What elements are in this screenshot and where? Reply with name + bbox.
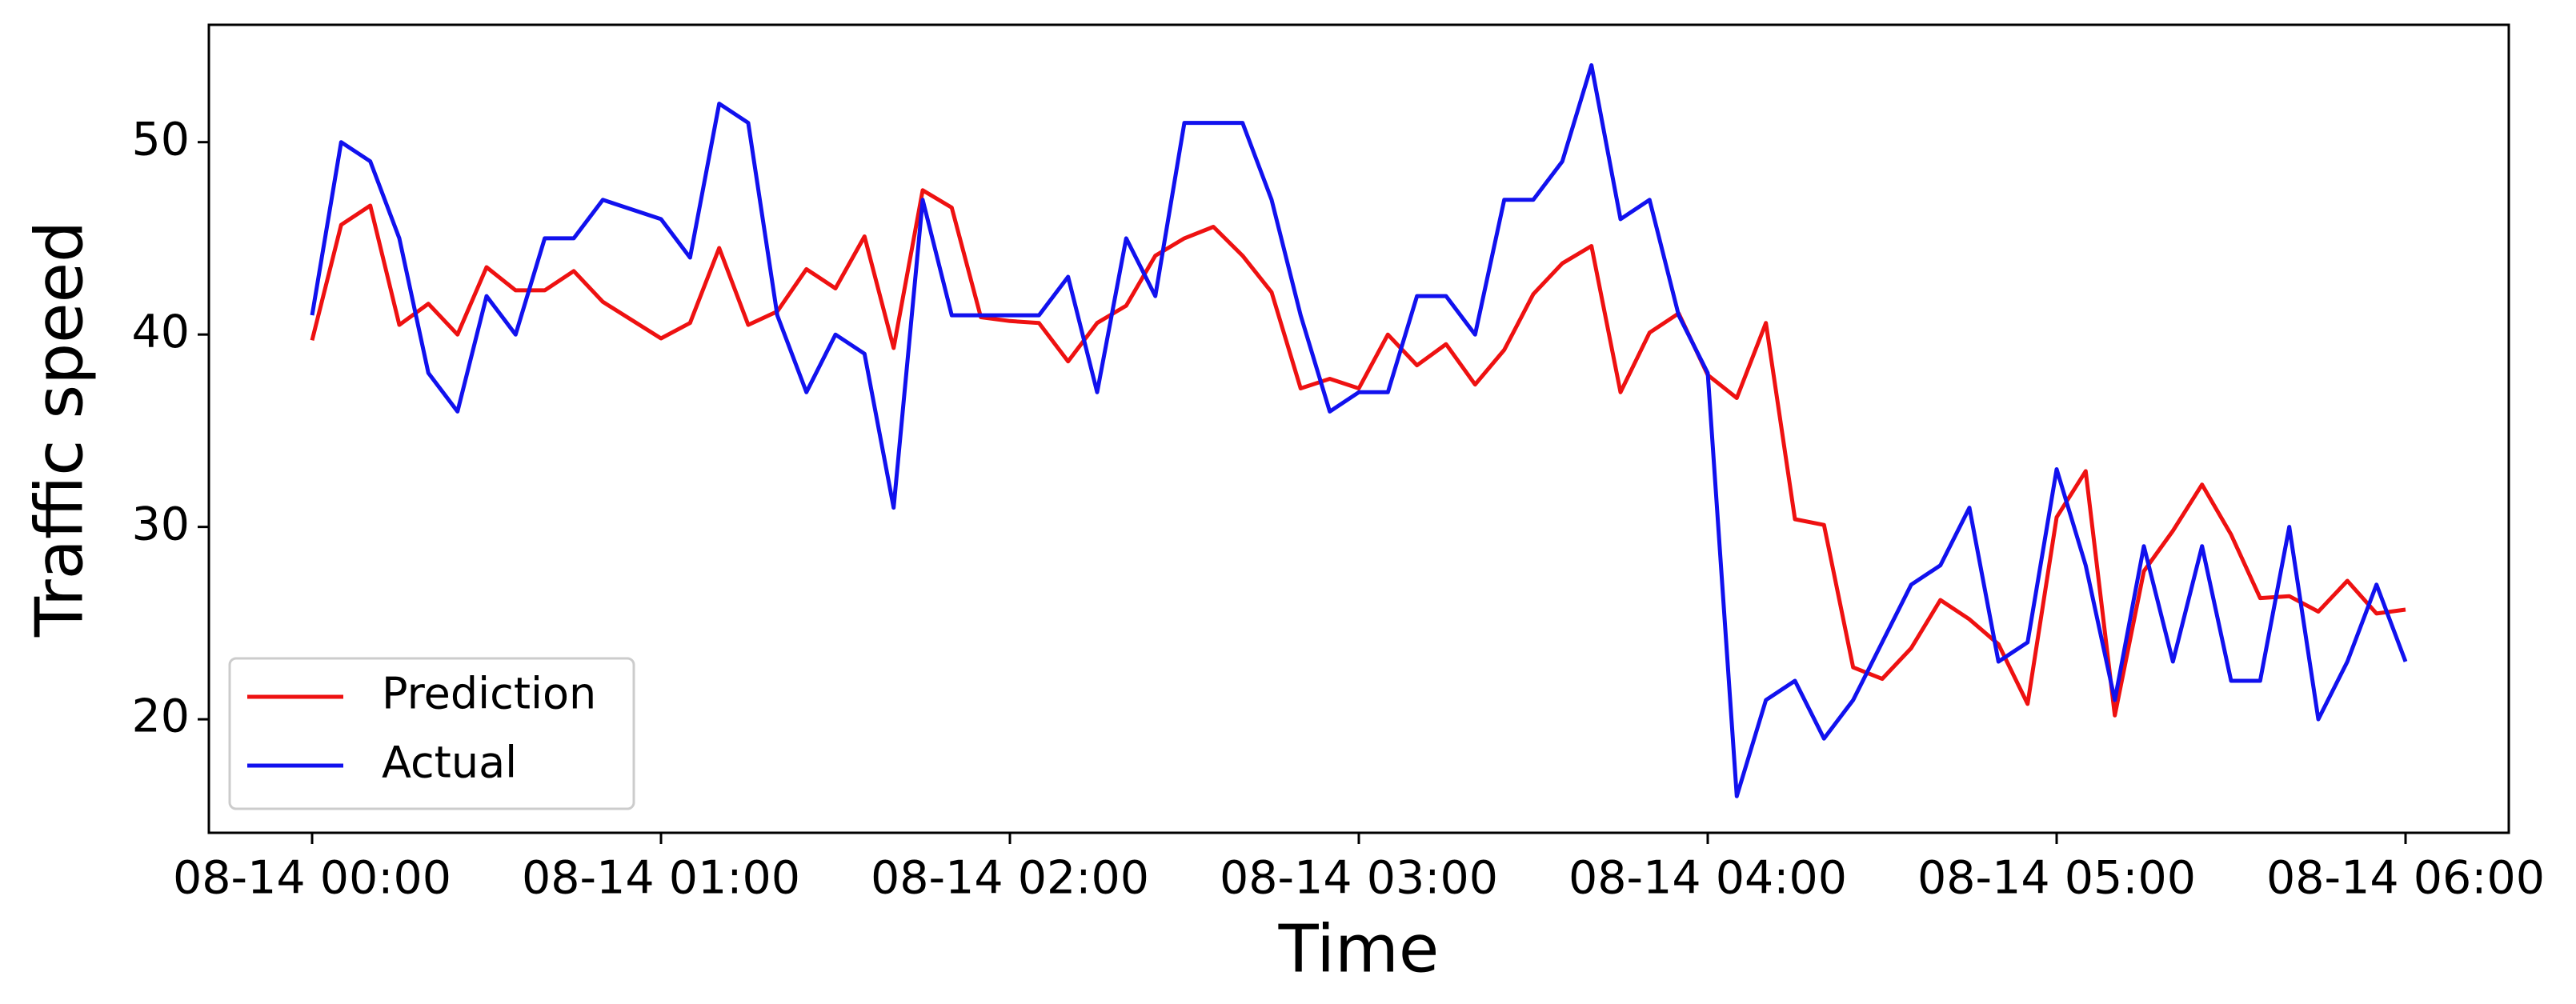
plot-frame xyxy=(207,23,2510,834)
y-tick-label: 40 xyxy=(131,306,190,358)
y-tick-label: 20 xyxy=(131,690,190,743)
legend-label: Prediction xyxy=(382,669,596,719)
y-axis-label: Traffic speed xyxy=(22,221,98,638)
legend-label: Actual xyxy=(382,738,517,788)
series-line xyxy=(310,63,2408,798)
x-tick-label: 08-14 01:00 xyxy=(522,852,800,905)
y-tick-label: 30 xyxy=(131,498,190,550)
x-tick-label: 08-14 02:00 xyxy=(871,852,1149,905)
x-axis-label: Time xyxy=(1278,911,1440,987)
y-tick-label: 50 xyxy=(131,113,190,166)
x-tick-label: 08-14 05:00 xyxy=(1917,852,2196,905)
x-tick-label: 08-14 04:00 xyxy=(1568,852,1847,905)
x-tick-label: 08-14 06:00 xyxy=(2266,852,2545,905)
x-tick-label: 08-14 03:00 xyxy=(1220,852,1498,905)
x-tick-label: 08-14 00:00 xyxy=(173,852,451,905)
series-line xyxy=(310,188,2406,718)
